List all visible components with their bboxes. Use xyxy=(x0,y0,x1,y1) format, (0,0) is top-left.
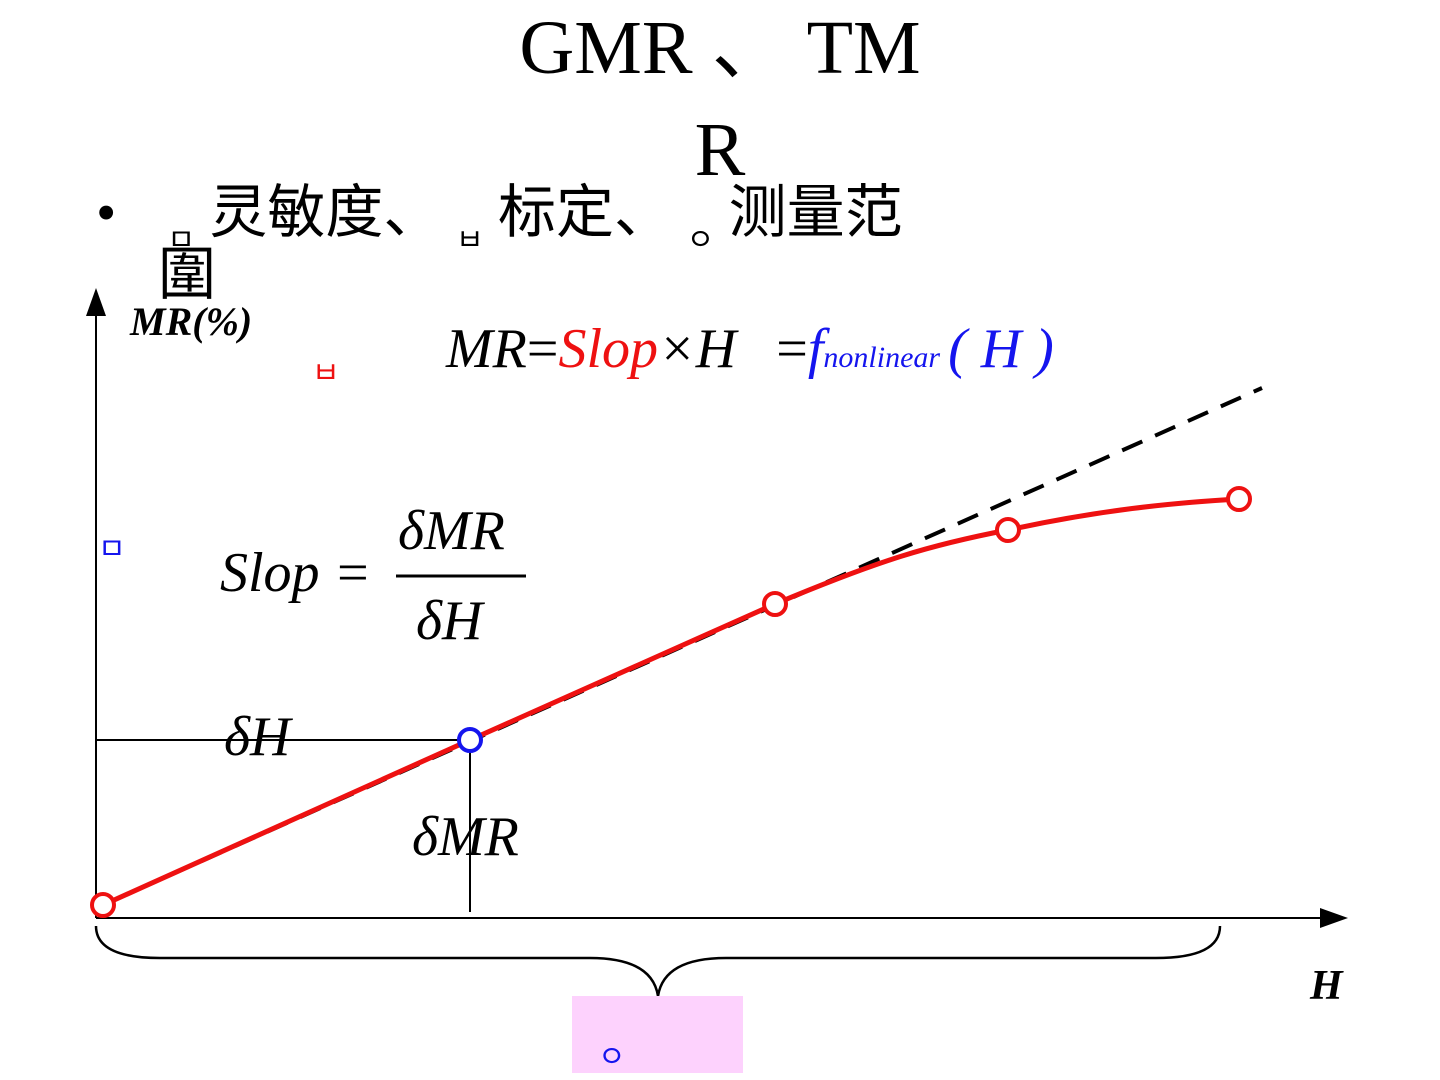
calibration-glyph: ㅂ xyxy=(455,224,484,257)
linear-fit-line xyxy=(102,386,1263,907)
eq-lhs: MR xyxy=(446,318,527,380)
page-title: GMR 、 TM xyxy=(519,6,921,90)
y-axis-label: MR(%) xyxy=(130,299,253,344)
data-point-origin xyxy=(90,892,116,918)
sensitivity-glyph: ㅁ xyxy=(167,224,195,257)
eq-equals-2: = xyxy=(776,318,808,380)
delta-mr-label: δMR xyxy=(412,806,519,868)
eq-subscript: nonlinear xyxy=(823,341,941,374)
delta-h-label: δH xyxy=(224,706,291,768)
data-point-3 xyxy=(762,591,788,617)
range-brace xyxy=(94,925,1222,997)
x-axis-label: H xyxy=(1310,963,1343,1009)
main-equation: MR=Slop×H =fnonlinear( H ) xyxy=(446,314,1054,393)
data-point-4 xyxy=(995,517,1021,543)
range-glyph: ㅇ xyxy=(686,224,715,257)
slope-numerator: δMR xyxy=(398,500,505,562)
eq-f: f xyxy=(807,318,824,380)
sensitivity-text: 灵敏度、 xyxy=(209,180,442,245)
eq-argument: ( H ) xyxy=(948,318,1054,380)
slope-marker-glyph: ㅂ xyxy=(312,357,340,390)
bullet-item-cont: 圍 xyxy=(158,242,217,307)
bullet-marker: • xyxy=(96,180,117,245)
page-title-cont: R xyxy=(694,108,746,192)
slope-denominator: δH xyxy=(416,590,483,652)
range-box: ㅇ xyxy=(572,996,743,1074)
data-point-blue xyxy=(457,727,483,753)
eq-times-h: ×H xyxy=(658,318,737,380)
sensitivity-marker-glyph: ㅁ xyxy=(98,533,126,566)
slope-equation-lhs: Slop = xyxy=(220,542,372,604)
calibration-text: 标定、 xyxy=(498,180,673,245)
eq-equals-1: = xyxy=(526,318,559,380)
data-point-5 xyxy=(1226,486,1252,512)
eq-slop: Slop xyxy=(558,318,659,380)
range-box-glyph: ㅇ xyxy=(598,1041,626,1074)
bullet-item: • ㅁ 灵敏度、 ㅂ 标定、 ㅇ 测量范 xyxy=(96,178,903,276)
range-text: 测量范 xyxy=(728,180,903,245)
